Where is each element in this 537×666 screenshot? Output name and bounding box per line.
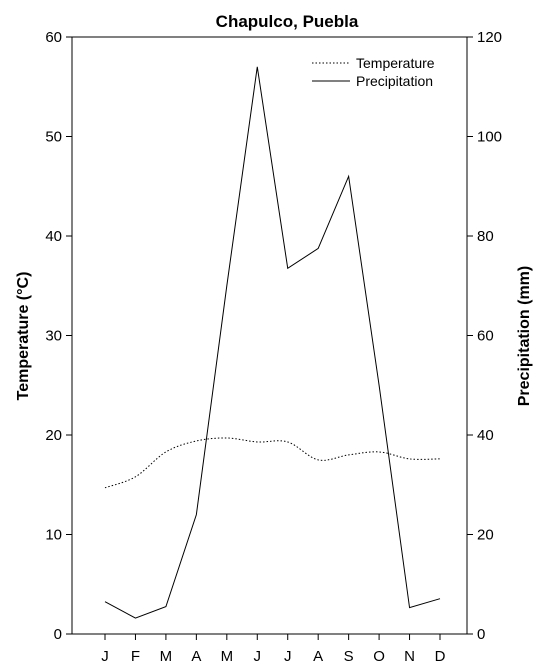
legend-label-temperature: Temperature: [356, 55, 435, 71]
x-tick-label: M: [221, 648, 234, 665]
right-tick-label: 0: [477, 626, 485, 643]
right-tick-label: 120: [477, 29, 502, 46]
left-tick-label: 10: [45, 527, 62, 544]
chart-title: Chapulco, Puebla: [216, 12, 359, 31]
x-tick-label: F: [131, 648, 140, 665]
legend-label-precipitation: Precipitation: [356, 73, 433, 89]
x-tick-label: O: [373, 648, 385, 665]
y-right-axis-label: Precipitation (mm): [516, 266, 533, 406]
right-tick-label: 20: [477, 527, 494, 544]
left-tick-label: 20: [45, 427, 62, 444]
x-tick-label: M: [160, 648, 173, 665]
x-tick-label: A: [191, 648, 201, 665]
legend: Temperature Precipitation: [312, 55, 435, 89]
right-axis-ticks: 0 20 40 60 80 100 120: [467, 29, 502, 643]
x-tick-label: D: [435, 648, 446, 665]
right-tick-label: 60: [477, 328, 494, 345]
plot-frame: [71, 36, 468, 635]
left-tick-label: 30: [45, 328, 62, 345]
left-tick-label: 0: [54, 626, 62, 643]
left-tick-label: 40: [45, 228, 62, 245]
left-axis-ticks: 0 10 20 30 40 50 60: [45, 29, 72, 643]
plot-area-border: [71, 36, 468, 635]
right-tick-label: 100: [477, 129, 502, 146]
x-tick-label: N: [404, 648, 415, 665]
x-tick-label: A: [313, 648, 323, 665]
left-tick-label: 60: [45, 29, 62, 46]
x-tick-label: J: [284, 648, 292, 665]
x-tick-label: J: [101, 648, 109, 665]
series-line-precipitation: [104, 66, 441, 619]
right-tick-label: 80: [477, 228, 494, 245]
x-tick-label: S: [344, 648, 354, 665]
y-left-axis-label: Temperature (°C): [15, 272, 32, 401]
right-tick-label: 40: [477, 427, 494, 444]
x-tick-label: J: [254, 648, 262, 665]
series-lines: [104, 66, 441, 619]
left-tick-label: 50: [45, 129, 62, 146]
